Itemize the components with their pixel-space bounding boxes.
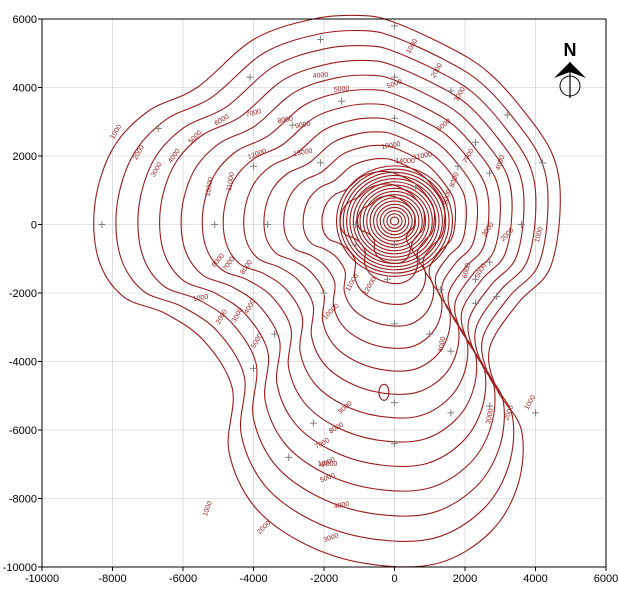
contour-line bbox=[115, 29, 549, 542]
x-tick-label: 4000 bbox=[523, 573, 547, 585]
axis-ticks: -10000 -8000 -6000 -4000 -2000 0 2000 4000 6000 -… bbox=[3, 14, 619, 585]
y-tick-label: 4000 bbox=[13, 83, 37, 95]
y-tick-label: -8000 bbox=[9, 494, 37, 506]
contour-line bbox=[339, 183, 425, 285]
contour-label: 4000 bbox=[438, 336, 448, 353]
contour-label: 3000 bbox=[485, 408, 495, 425]
x-tick-label: -6000 bbox=[169, 573, 197, 585]
x-tick-label: -8000 bbox=[98, 573, 126, 585]
y-tick-label: 6000 bbox=[13, 14, 37, 26]
contour-line bbox=[379, 206, 410, 236]
x-tick-label: 6000 bbox=[594, 573, 618, 585]
contour-label: 11000 bbox=[413, 151, 433, 161]
north-arrow: N bbox=[554, 40, 586, 98]
contour-label: 10000 bbox=[318, 461, 338, 468]
contour-line bbox=[352, 181, 437, 261]
y-tick-label: -2000 bbox=[9, 288, 37, 300]
x-tick-label: -2000 bbox=[310, 573, 338, 585]
contour-line bbox=[378, 383, 390, 401]
contour-label: 6000 bbox=[462, 262, 473, 279]
contour-label: 4000 bbox=[495, 154, 507, 171]
x-tick-label: -4000 bbox=[239, 573, 267, 585]
contour-line bbox=[243, 117, 479, 395]
north-arrow-head-icon bbox=[554, 62, 586, 78]
contour-label: 1000 bbox=[202, 500, 214, 517]
contour-label: 8000 bbox=[449, 171, 461, 188]
contour-label: 4000 bbox=[312, 72, 328, 80]
contour-line bbox=[357, 195, 416, 265]
contour-line bbox=[339, 168, 450, 274]
contour-line bbox=[356, 184, 433, 258]
contour-label: 10000 bbox=[381, 141, 401, 151]
contour-lines bbox=[93, 14, 561, 568]
contour-line bbox=[335, 165, 454, 277]
contour-line bbox=[180, 74, 513, 467]
contour-label: 10000 bbox=[205, 177, 215, 197]
contour-line bbox=[263, 131, 467, 372]
north-letter: N bbox=[564, 40, 577, 60]
contour-line bbox=[159, 59, 525, 492]
contour-label: 11000 bbox=[226, 172, 236, 192]
contour-line bbox=[137, 45, 537, 517]
contour-line bbox=[386, 213, 403, 229]
x-tick-label: 2000 bbox=[453, 573, 477, 585]
contour-line bbox=[362, 190, 427, 252]
y-tick-label: 2000 bbox=[13, 151, 37, 163]
contour-line bbox=[321, 170, 436, 305]
contour-label: 1000 bbox=[192, 294, 209, 304]
contour-label: 8000 bbox=[277, 116, 294, 126]
contour-line bbox=[349, 178, 440, 265]
y-tick-label: -6000 bbox=[9, 425, 37, 437]
contour-label: 5000 bbox=[319, 472, 336, 484]
contour-line bbox=[389, 216, 400, 226]
x-tick-label: -10000 bbox=[25, 573, 59, 585]
contour-line bbox=[93, 14, 561, 568]
contour-line bbox=[383, 210, 406, 233]
y-tick-label: -4000 bbox=[9, 357, 37, 369]
contour-label: 2000 bbox=[503, 404, 515, 421]
contour-line bbox=[346, 174, 443, 268]
contour-label: 4000 bbox=[333, 501, 350, 511]
contour-label: 13000 bbox=[293, 148, 313, 158]
contour-label: 7000 bbox=[245, 108, 262, 119]
contour-line bbox=[372, 200, 417, 242]
contour-line bbox=[283, 144, 457, 349]
y-tick-label: 0 bbox=[31, 220, 37, 232]
contour-label: 9000 bbox=[442, 189, 453, 206]
y-tick-label: -10000 bbox=[3, 562, 37, 574]
contour-label: 3000 bbox=[323, 532, 340, 544]
contour-label: 14000 bbox=[395, 158, 415, 165]
sample-points bbox=[98, 22, 547, 461]
contour-line bbox=[376, 203, 413, 239]
contour-line bbox=[222, 103, 490, 419]
x-tick-label: 0 bbox=[391, 573, 397, 585]
contour-line bbox=[302, 158, 446, 327]
contour-label: 5000 bbox=[386, 78, 403, 90]
contour-line bbox=[342, 171, 447, 271]
contour-line bbox=[201, 89, 502, 443]
contour-label: 5000 bbox=[334, 85, 350, 93]
contour-label: 9000 bbox=[295, 121, 312, 131]
contour-line bbox=[359, 187, 430, 255]
contour-label: 1000 bbox=[534, 226, 545, 243]
